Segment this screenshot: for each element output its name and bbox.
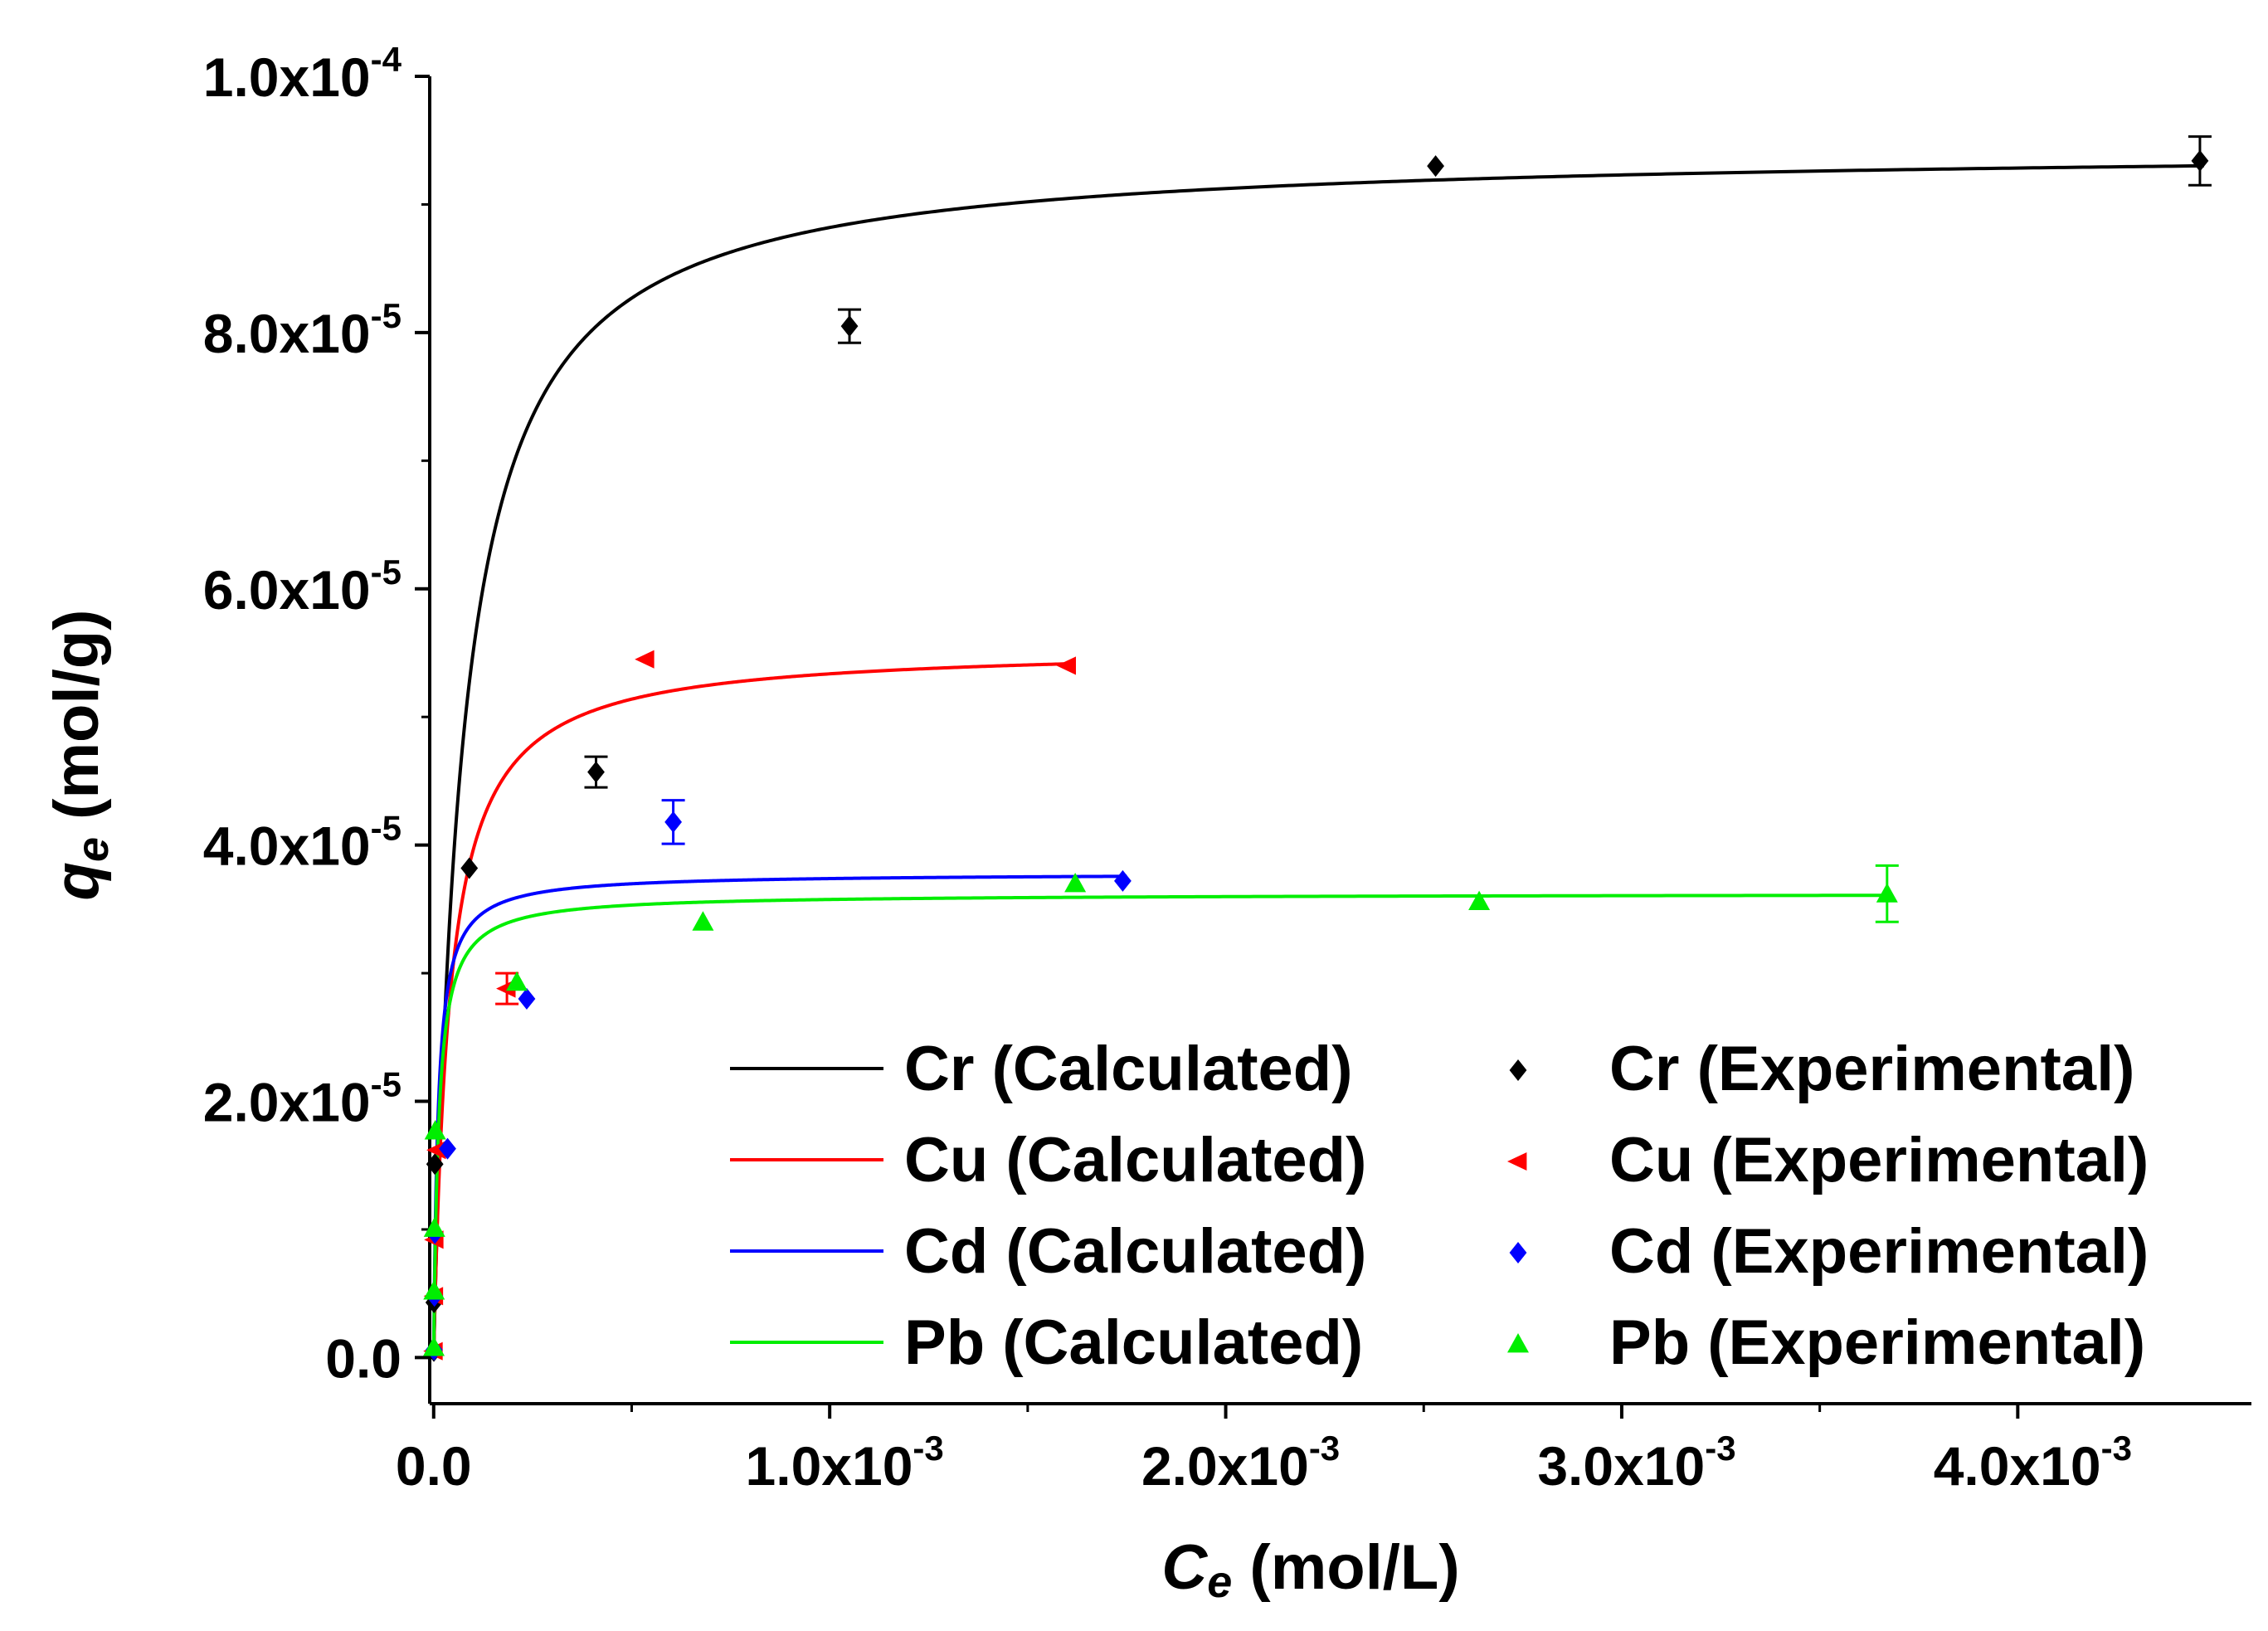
pb-experimental-point [506,971,528,991]
legend-label: Cd (Calculated) [904,1216,1366,1287]
axes: 0.0 2.0x10-5 4.0x10-5 6.0x10-5 8.0x10-5 1.0x1… [203,40,2251,1497]
pb-experimental-point [1468,890,1491,910]
axis-titles: Ce (mol/L) qe (mol/g) [41,610,1460,1607]
legend: Cr (Calculated) Cu (Calculated) Cd (Calcul… [730,1034,2149,1378]
legend-marker [1507,1333,1529,1353]
x-tick-label: 2.0x10-3 [1141,1429,1340,1497]
y-tick-label: 8.0x10-5 [203,296,402,364]
pb-experimental-point [423,1336,445,1356]
cu-calculated-curve [431,662,1068,1358]
legend-label: Cu (Experimental) [1609,1125,2149,1195]
y-tick-label: 6.0x10-5 [203,553,402,621]
y-tick-label: 4.0x10-5 [203,809,402,877]
y-axis-title: qe (mol/g) [41,610,118,901]
legend-label: Pb (Experimental) [1609,1307,2145,1378]
cd-experimental-point [1114,869,1132,892]
legend-label: Cu (Calculated) [904,1125,1366,1195]
pb-experimental-point [1876,883,1898,903]
series [423,135,2212,1362]
legend-marker [1509,1242,1527,1263]
x-tick-label: 0.0 [396,1435,472,1497]
cd-calculated-curve [431,874,1127,1358]
cr-experimental-point [426,1153,444,1176]
legend-label: Cr (Calculated) [904,1034,1353,1104]
cu-experimental-point [426,1141,446,1160]
pb-calculated-curve [431,893,1891,1358]
cr-experimental-point [587,761,605,783]
pb-experimental-point [1064,872,1087,893]
legend-label: Pb (Calculated) [904,1307,1363,1378]
cu-experimental-point [635,650,655,669]
y-tick-label: 0.0 [325,1327,402,1389]
pb-experimental-point [692,911,714,931]
cr-experimental-point [2191,149,2209,172]
pb-experimental-point [423,1217,445,1237]
y-tick-label: 1.0x10-4 [203,40,402,108]
cr-calculated-curve [431,163,2204,1358]
cr-experimental-point [1427,155,1444,178]
legend-marker [1507,1151,1527,1171]
pb-experimental-point [424,1120,446,1140]
cd-experimental-point [664,811,682,833]
legend-label: Cr (Experimental) [1609,1034,2135,1104]
y-tick-label: 2.0x10-5 [203,1065,402,1133]
pb-experimental-point [423,1280,445,1300]
legend-label: Cd (Experimental) [1609,1216,2149,1287]
x-tick-label: 1.0x10-3 [746,1429,944,1497]
legend-marker [1509,1059,1527,1081]
x-tick-label: 4.0x10-3 [1934,1429,2132,1497]
cr-experimental-point [840,315,859,338]
cu-experimental-point [1056,656,1076,675]
cd-experimental-point [518,987,536,1010]
x-tick-label: 3.0x10-3 [1537,1429,1735,1497]
x-axis-title: Ce (mol/L) [1161,1532,1459,1607]
cr-experimental-point [460,857,479,879]
cd-experimental-point [439,1137,456,1160]
